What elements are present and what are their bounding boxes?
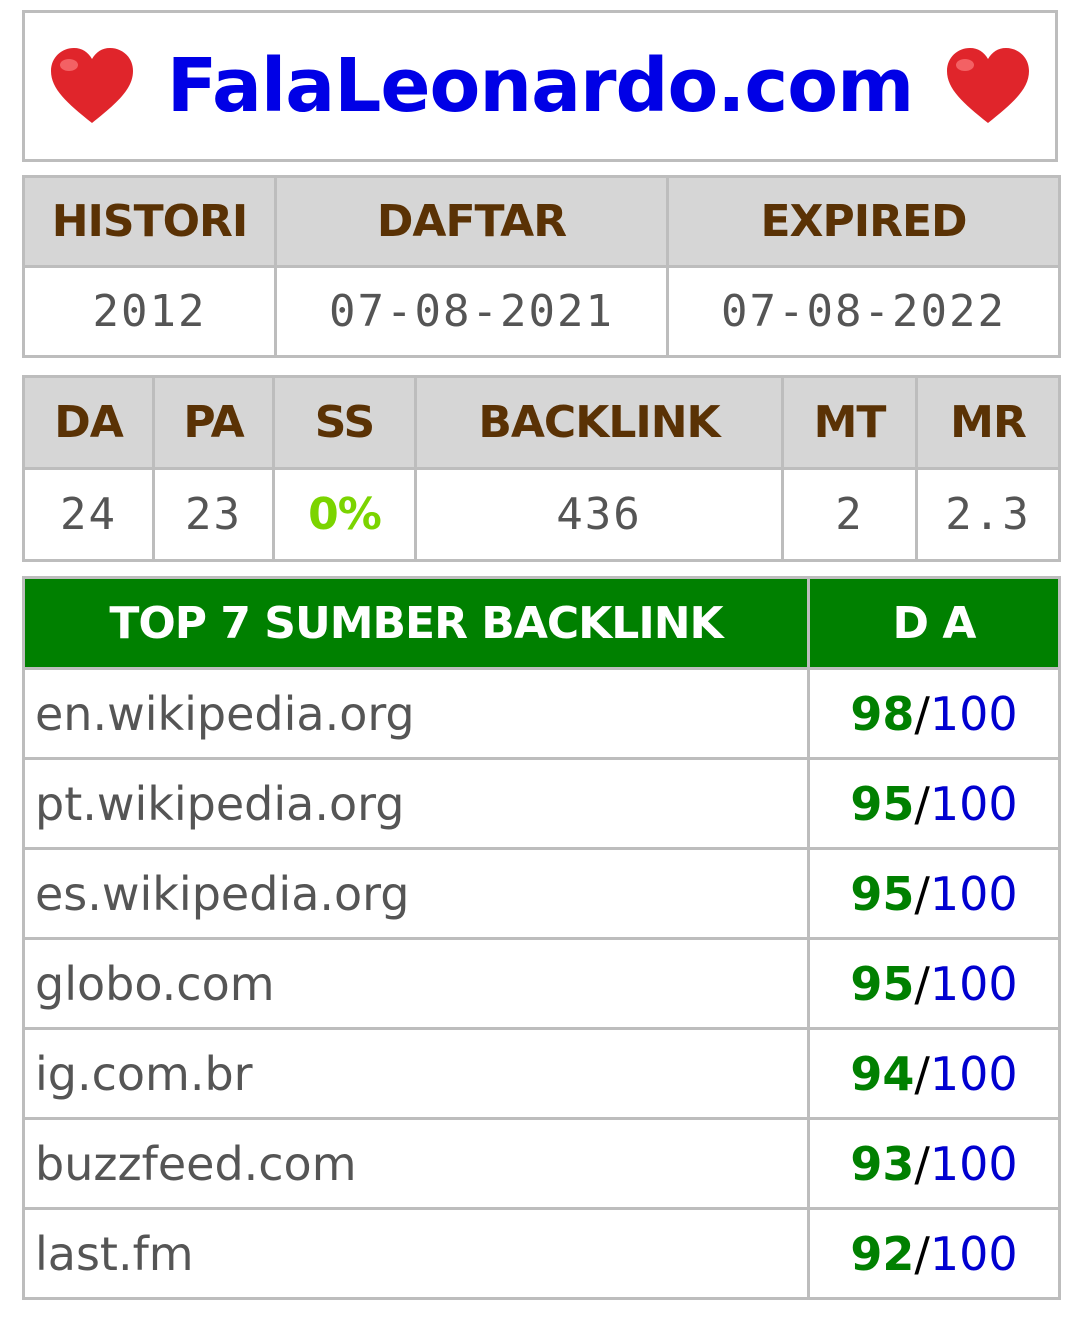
heart-icon [947,48,1030,123]
da-value: 98 [850,686,915,741]
backlink-title: TOP 7 SUMBER BACKLINK [22,576,810,670]
header-mr: MR [915,375,1061,470]
backlink-domain[interactable]: buzzfeed.com [22,1117,810,1210]
value-pa: 23 [152,467,275,562]
da-max: 100 [929,956,1018,1011]
da-max: 100 [929,686,1018,741]
table-row: es.wikipedia.org 95/100 [22,847,1061,940]
value-mt: 2 [781,467,918,562]
value-da: 24 [22,467,155,562]
da-value: 92 [850,1226,915,1281]
site-name[interactable]: FalaLeonardo.com [166,43,914,129]
da-score: 94/100 [807,1027,1061,1120]
da-max: 100 [929,1226,1018,1281]
backlink-domain[interactable]: es.wikipedia.org [22,847,810,940]
backlink-sources-table: TOP 7 SUMBER BACKLINK D A en.wikipedia.o… [22,576,1061,1300]
value-daftar: 07-08-2021 [274,265,669,358]
table-row: last.fm 92/100 [22,1207,1061,1300]
da-value: 95 [850,776,915,831]
metrics-table: DA PA SS BACKLINK MT MR 24 23 0% 436 2 2… [22,375,1061,562]
heart-icon [50,48,133,123]
table-row: ig.com.br 94/100 [22,1027,1061,1120]
da-value: 95 [850,866,915,921]
header-daftar: DAFTAR [274,175,669,268]
da-score: 95/100 [807,757,1061,850]
da-value: 93 [850,1136,915,1191]
backlink-domain[interactable]: globo.com [22,937,810,1030]
backlink-domain[interactable]: last.fm [22,1207,810,1300]
header-pa: PA [152,375,275,470]
table-row: globo.com 95/100 [22,937,1061,1030]
da-score: 92/100 [807,1207,1061,1300]
value-expired: 07-08-2022 [666,265,1061,358]
da-max: 100 [929,866,1018,921]
table-row: pt.wikipedia.org 95/100 [22,757,1061,850]
header-ss: SS [272,375,417,470]
da-max: 100 [929,1046,1018,1101]
domain-info-table: HISTORI DAFTAR EXPIRED 2012 07-08-2021 0… [22,175,1061,358]
da-score: 98/100 [807,667,1061,760]
header-histori: HISTORI [22,175,277,268]
value-histori: 2012 [22,265,277,358]
header-mt: MT [781,375,918,470]
site-title-box: FalaLeonardo.com [22,10,1058,162]
da-score: 95/100 [807,847,1061,940]
backlink-domain[interactable]: en.wikipedia.org [22,667,810,760]
value-backlink: 436 [414,467,784,562]
table-row: buzzfeed.com 93/100 [22,1117,1061,1210]
da-score: 93/100 [807,1117,1061,1210]
header-da: DA [22,375,155,470]
value-mr: 2.3 [915,467,1061,562]
backlink-domain[interactable]: ig.com.br [22,1027,810,1120]
table-row: en.wikipedia.org 98/100 [22,667,1061,760]
da-header: D A [807,576,1061,670]
da-max: 100 [929,776,1018,831]
da-value: 95 [850,956,915,1011]
backlink-domain[interactable]: pt.wikipedia.org [22,757,810,850]
header-expired: EXPIRED [666,175,1061,268]
da-max: 100 [929,1136,1018,1191]
da-value: 94 [850,1046,915,1101]
header-backlink: BACKLINK [414,375,784,470]
da-score: 95/100 [807,937,1061,1030]
value-ss: 0% [272,467,417,562]
